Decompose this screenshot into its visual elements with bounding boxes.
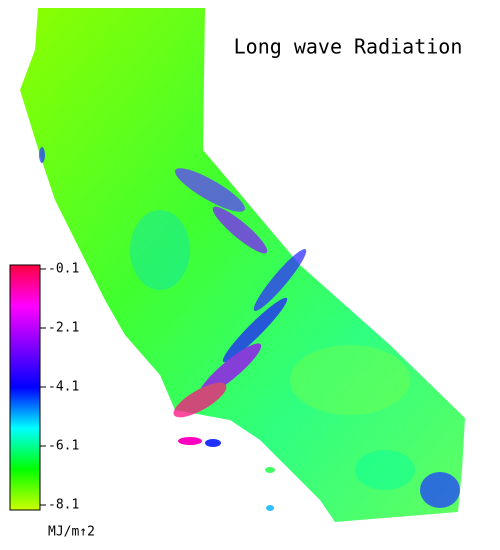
colorbar xyxy=(9,264,41,511)
california xyxy=(20,8,465,522)
islands xyxy=(178,437,275,511)
colorbar-ticks: -0.1 -2.1 -4.1 -6.1 -8.1 xyxy=(40,262,79,513)
tick-label: -0.1 xyxy=(48,262,79,277)
tick-label: -2.1 xyxy=(48,321,79,336)
state-shape xyxy=(20,8,465,522)
texture xyxy=(39,147,460,508)
tick-label: -8.1 xyxy=(48,498,79,513)
tick-label: -4.1 xyxy=(48,380,79,395)
tick-label: -6.1 xyxy=(48,439,79,454)
colorbar-unit: MJ/m↑2 xyxy=(48,525,95,540)
map-title: Long wave Radiation xyxy=(234,35,463,59)
